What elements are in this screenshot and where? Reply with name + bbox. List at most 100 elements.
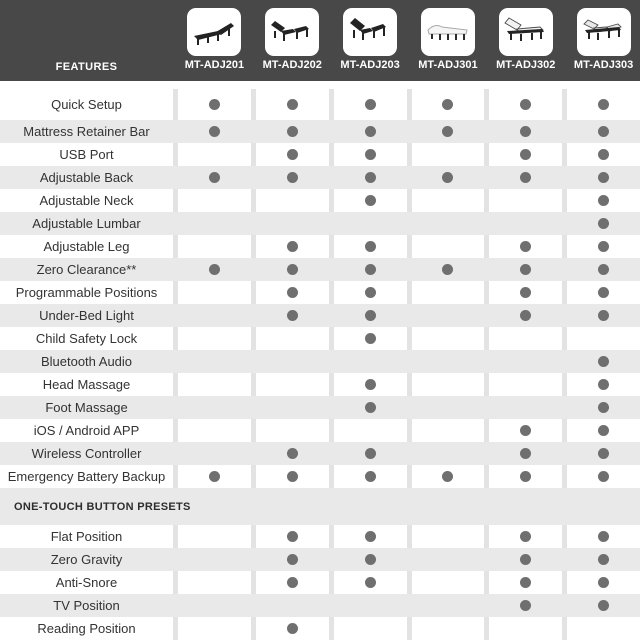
feature-value-cell — [333, 373, 407, 396]
model-column: MT-ADJ203 — [334, 0, 407, 81]
bed-dark-steep-head-foot-raised-icon — [343, 8, 398, 56]
header-row-spacer — [0, 81, 640, 89]
feature-value-cell — [334, 396, 407, 419]
feature-label: Adjustable Neck — [39, 193, 134, 208]
feature-value-cell — [255, 189, 329, 212]
feature-value-cell — [178, 571, 251, 594]
feature-value-cell — [334, 548, 407, 571]
feature-value-cell — [255, 465, 329, 488]
feature-label: Under-Bed Light — [39, 308, 134, 323]
feature-included-dot — [598, 126, 610, 137]
feature-included-dot — [598, 218, 610, 229]
feature-value-cell — [411, 525, 485, 548]
feature-name-cell: Adjustable Back — [0, 166, 173, 189]
feature-name-cell: Mattress Retainer Bar — [0, 120, 173, 143]
feature-name-cell: Head Massage — [0, 373, 173, 396]
model-name: MT-ADJ302 — [496, 59, 556, 71]
feature-included-dot — [364, 172, 376, 183]
feature-value-cell — [255, 327, 329, 350]
feature-included-dot — [286, 172, 298, 183]
feature-included-dot — [520, 531, 532, 542]
feature-included-dot — [364, 402, 376, 413]
feature-included-dot — [520, 126, 532, 137]
feature-value-cell — [255, 373, 329, 396]
feature-value-cell — [334, 120, 407, 143]
feature-value-cell — [178, 396, 251, 419]
feature-value-cell — [489, 258, 562, 281]
feature-included-dot — [598, 379, 610, 390]
feature-value-cell — [255, 571, 329, 594]
feature-value-cell — [489, 212, 562, 235]
feature-included-dot — [364, 379, 376, 390]
feature-included-dot — [598, 241, 610, 252]
feature-row: Flat Position — [0, 525, 640, 548]
feature-value-cell — [333, 617, 407, 640]
feature-value-cell — [256, 350, 329, 373]
feature-value-cell — [256, 304, 329, 327]
feature-value-cell — [567, 617, 640, 640]
feature-value-cell — [567, 396, 640, 419]
feature-label: Programmable Positions — [15, 285, 158, 300]
feature-label: Quick Setup — [51, 97, 122, 112]
feature-value-cell — [567, 350, 640, 373]
feature-value-cell — [411, 281, 485, 304]
feature-included-dot — [208, 126, 220, 137]
feature-included-dot — [520, 554, 532, 565]
table-header: FEATURES MT-ADJ201 MT-ADJ202 MT-ADJ203 MT-A… — [0, 0, 640, 81]
feature-value-cell — [489, 442, 562, 465]
feature-value-cell — [178, 235, 251, 258]
feature-value-cell — [333, 571, 407, 594]
feature-value-cell — [489, 143, 563, 166]
bed-dark-head-raised-icon — [187, 8, 242, 56]
feature-row: Adjustable Lumbar — [0, 212, 640, 235]
feature-value-cell — [412, 594, 485, 617]
features-header-cell: FEATURES — [0, 0, 173, 81]
feature-value-cell — [567, 442, 640, 465]
feature-included-dot — [598, 471, 610, 482]
feature-value-cell — [411, 617, 485, 640]
feature-label: Wireless Controller — [31, 446, 142, 461]
feature-label: USB Port — [59, 147, 114, 162]
feature-name-cell: Adjustable Leg — [0, 235, 173, 258]
feature-label: Flat Position — [50, 529, 123, 544]
feature-row: Child Safety Lock — [0, 327, 640, 350]
feature-value-cell — [333, 143, 407, 166]
feature-row: USB Port — [0, 143, 640, 166]
feature-label: Zero Gravity — [50, 552, 123, 567]
feature-value-cell — [255, 281, 329, 304]
feature-name-cell: Emergency Battery Backup — [0, 465, 173, 488]
feature-included-dot — [286, 448, 298, 459]
feature-row: Foot Massage — [0, 396, 640, 419]
feature-value-cell — [489, 189, 563, 212]
feature-value-cell — [411, 373, 485, 396]
model-column: MT-ADJ301 — [412, 0, 485, 81]
feature-included-dot — [364, 195, 376, 206]
feature-value-cell — [567, 594, 640, 617]
feature-value-cell — [178, 594, 251, 617]
feature-included-dot — [208, 99, 220, 110]
feature-value-cell — [567, 89, 640, 120]
feature-value-cell — [178, 419, 251, 442]
feature-value-cell — [256, 548, 329, 571]
feature-value-cell — [256, 258, 329, 281]
feature-value-cell — [178, 212, 251, 235]
feature-value-cell — [411, 327, 485, 350]
feature-row: Anti-Snore — [0, 571, 640, 594]
feature-included-dot — [442, 471, 454, 482]
feature-value-cell — [412, 166, 485, 189]
feature-value-cell — [411, 419, 485, 442]
feature-included-dot — [364, 99, 376, 110]
feature-included-dot — [520, 425, 532, 436]
feature-row: Quick Setup — [0, 89, 640, 120]
feature-value-cell — [333, 465, 407, 488]
feature-value-cell — [567, 419, 640, 442]
model-column: MT-ADJ303 — [567, 0, 640, 81]
feature-value-cell — [178, 525, 251, 548]
feature-included-dot — [364, 287, 376, 298]
feature-name-cell: USB Port — [0, 143, 173, 166]
feature-row: Wireless Controller — [0, 442, 640, 465]
feature-row: Adjustable Back — [0, 166, 640, 189]
feature-included-dot — [598, 448, 610, 459]
feature-value-cell — [178, 373, 251, 396]
feature-value-cell — [412, 258, 485, 281]
